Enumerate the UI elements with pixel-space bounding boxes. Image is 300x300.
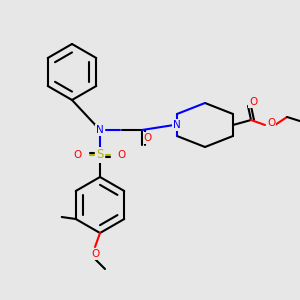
Text: S: S — [96, 148, 104, 161]
Text: N: N — [173, 120, 181, 130]
Text: O: O — [144, 133, 152, 143]
Text: O: O — [249, 97, 257, 107]
Text: O: O — [118, 150, 126, 160]
Text: N: N — [96, 125, 104, 135]
Text: O: O — [91, 249, 99, 259]
Text: O: O — [267, 118, 275, 128]
Text: O: O — [74, 150, 82, 160]
